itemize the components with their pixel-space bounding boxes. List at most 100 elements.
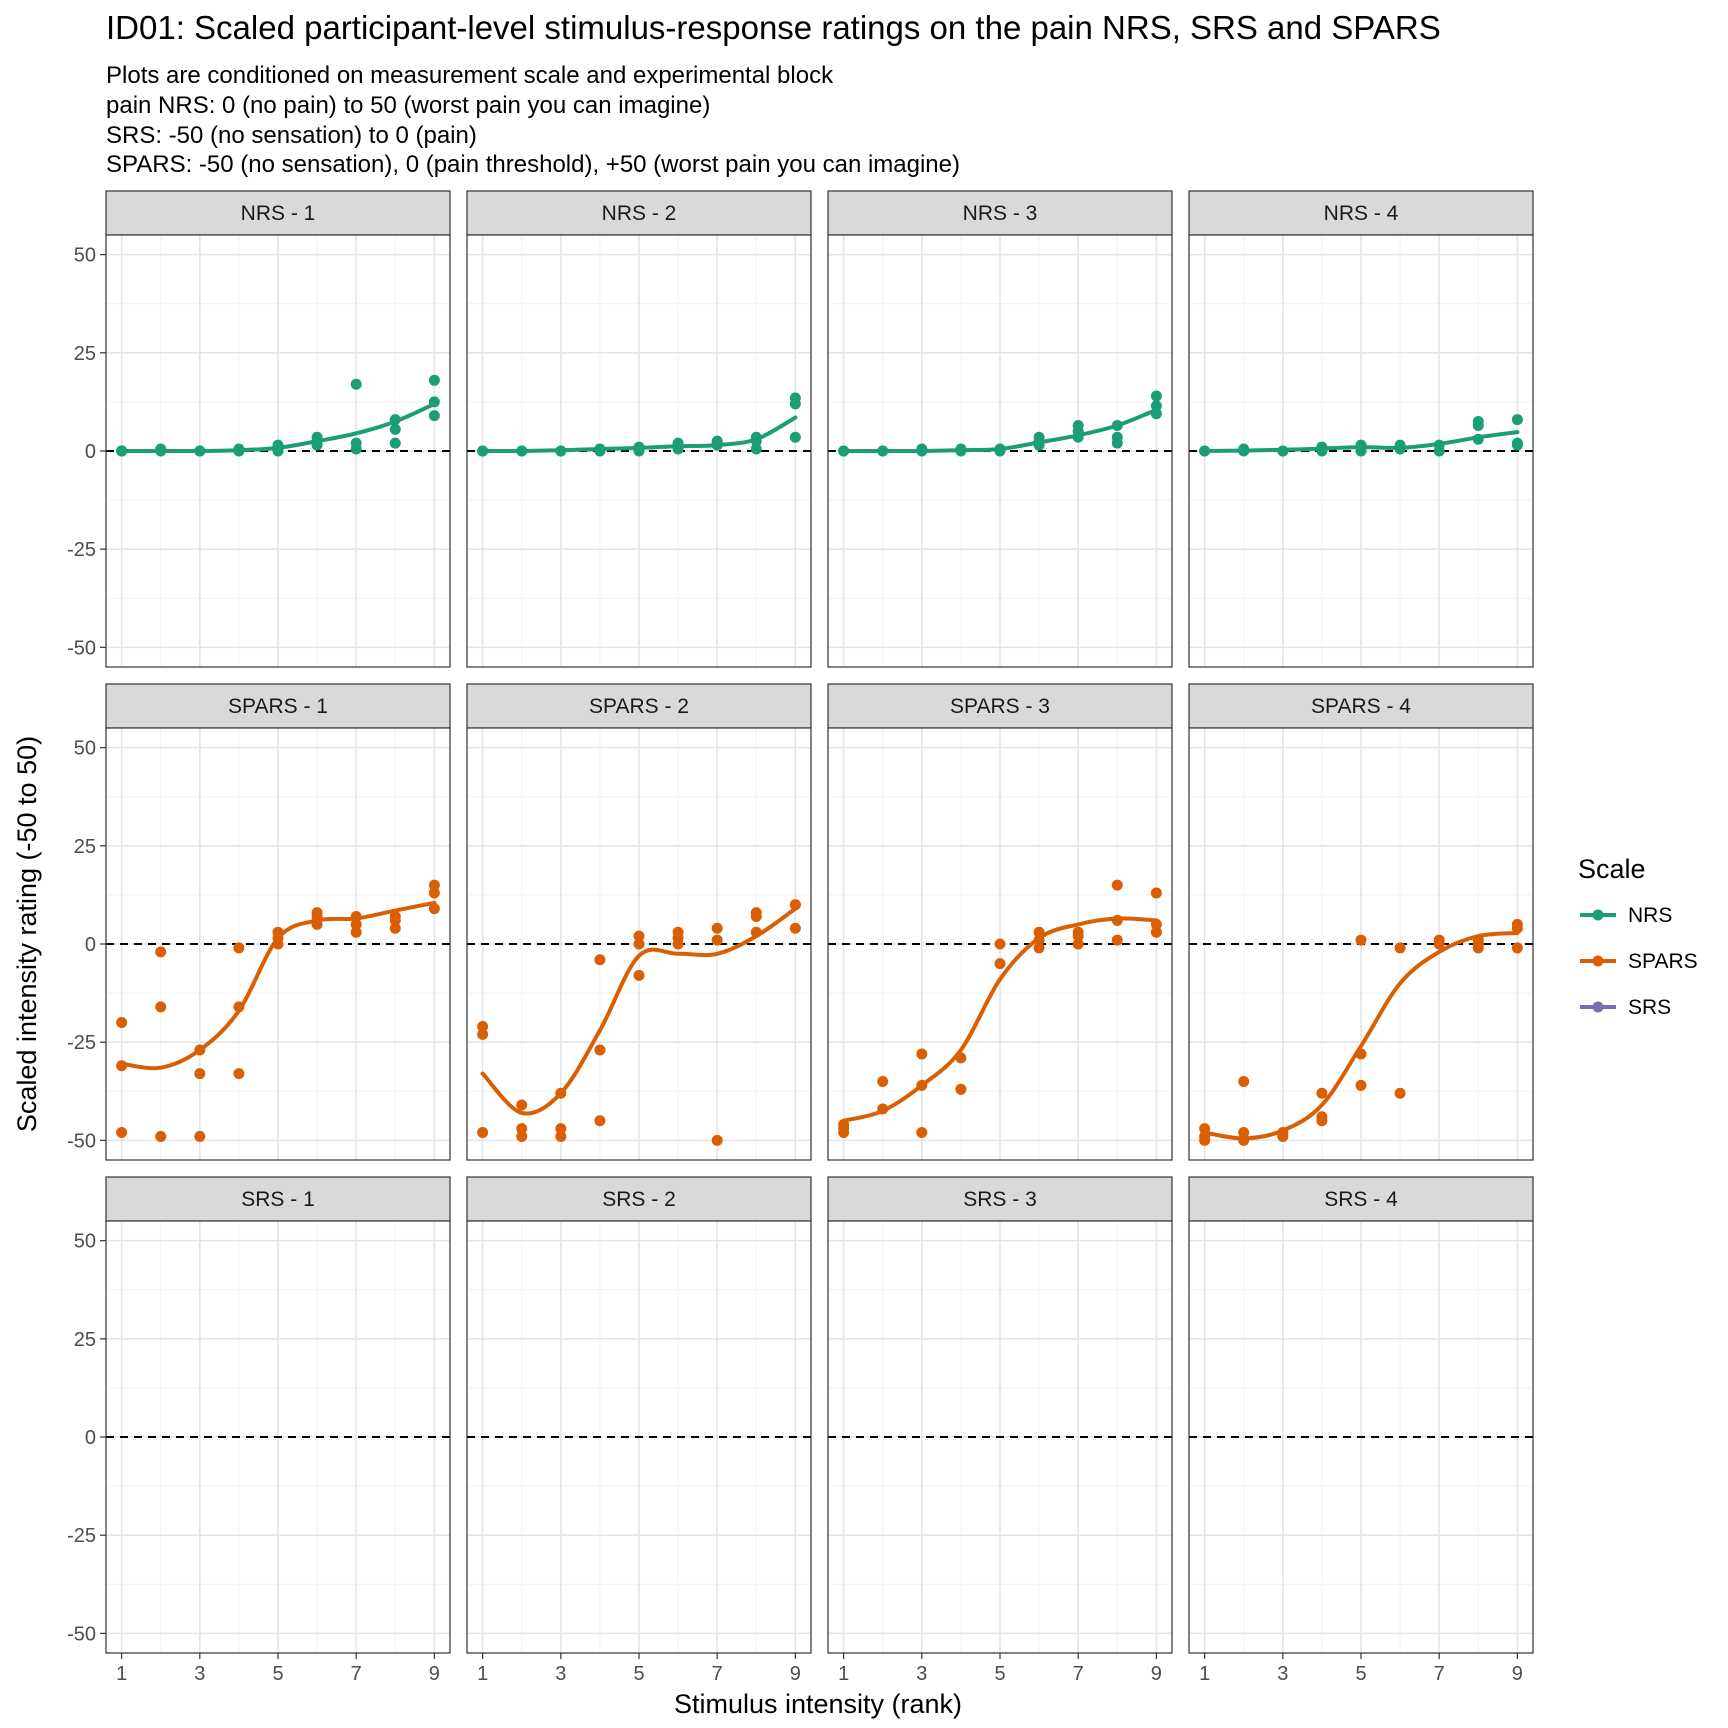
data-point [877,1103,889,1115]
data-point [1150,887,1162,899]
strip-label: NRS - 1 [241,202,316,225]
x-tick-label: 1 [477,1663,488,1685]
data-point [311,431,323,443]
panel-nrs-4: NRS - 4 [1188,190,1534,668]
data-point [955,1052,967,1064]
data-point [1355,934,1367,946]
data-point [116,445,128,457]
x-tick-label: 7 [712,1663,723,1685]
data-point [594,1044,606,1056]
data-point [1111,431,1123,443]
data-point [1111,934,1123,946]
strip-label: SRS - 2 [602,1188,676,1211]
y-tick-label: 0 [85,934,96,956]
y-tick-label: -50 [67,637,96,659]
x-tick-label: 9 [790,1663,801,1685]
data-point [555,1130,567,1142]
panel-border [1188,234,1534,668]
data-point [1033,934,1045,946]
strip-label: SPARS - 4 [1311,695,1411,718]
x-axis-title: Stimulus intensity (rank) [674,1689,962,1719]
data-point [155,946,167,958]
data-point [750,431,762,443]
data-point [116,1060,128,1072]
data-point [194,445,206,457]
data-point [877,445,889,457]
strip-background [1188,190,1534,236]
data-point [555,1087,567,1099]
data-point [155,443,167,455]
data-point [1150,408,1162,420]
data-point [1277,445,1289,457]
y-tick-label: 50 [74,1231,96,1253]
strip-label: SPARS - 3 [950,695,1050,718]
data-point [1150,400,1162,412]
data-point [633,969,645,981]
smooth-curve [841,916,1159,1123]
panel-spars-2: SPARS - 2 [466,683,812,1161]
legend-label: SRS [1628,996,1671,1019]
strip-background [105,1176,451,1222]
data-point [838,445,850,457]
data-point [955,443,967,455]
data-point [1072,938,1084,950]
data-point [116,1017,128,1029]
data-point [516,1130,528,1142]
data-point [1033,431,1045,443]
smooth-curve [1202,931,1520,1141]
data-point [555,1123,567,1135]
chart-title: ID01: Scaled participant-level stimulus-… [106,9,1441,46]
data-point [272,926,284,938]
legend-marker [1592,909,1604,921]
x-tick-label: 3 [916,1663,927,1685]
data-point [1394,942,1406,954]
legend-key-srs: SRS [1580,996,1671,1019]
strip-label: SPARS - 2 [589,695,689,718]
y-tick-label: -50 [67,1130,96,1152]
data-point [1238,1127,1250,1139]
panel-spars-4: SPARS - 4 [1188,683,1534,1161]
data-point [1511,942,1523,954]
strip-label: NRS - 2 [602,202,677,225]
strip-label: SPARS - 1 [228,695,328,718]
x-tick-label: 7 [1073,1663,1084,1685]
data-point [672,926,684,938]
data-point [194,1044,206,1056]
data-point [633,441,645,453]
data-point [555,445,567,457]
data-point [477,1127,489,1139]
x-tick-label: 9 [1151,1663,1162,1685]
strip-background [827,1176,1173,1222]
y-tick-label: 25 [74,836,96,858]
y-tick-label: 25 [74,1329,96,1351]
data-point [389,437,401,449]
data-point [350,911,362,923]
data-point [389,414,401,426]
data-point [428,903,440,915]
x-tick-label: 3 [555,1663,566,1685]
legend-label: SPARS [1628,950,1698,973]
strip-background [466,190,812,236]
panel-srs-2: SRS - 2 1 3 5 7 9 [466,1176,812,1685]
data-point [350,437,362,449]
data-point [116,1127,128,1139]
strip-label: NRS - 4 [1324,202,1399,225]
data-point [155,1130,167,1142]
x-tick-label: 1 [1199,1663,1210,1685]
legend-label: NRS [1628,904,1672,927]
y-tick-label: 25 [74,343,96,365]
x-tick-label: 1 [838,1663,849,1685]
data-point [428,879,440,891]
data-point [233,1001,245,1013]
data-point [428,374,440,386]
data-point [1472,416,1484,428]
x-tick-label: 9 [1512,1663,1523,1685]
y-axis-title: Scaled intensity rating (-50 to 50) [12,736,42,1132]
panel-nrs-1: NRS - 1 -50 -25 0 25 50 [67,190,451,668]
data-point [594,954,606,966]
data-point [350,918,362,930]
data-point [1511,414,1523,426]
x-tick-label: 3 [194,1663,205,1685]
data-point [233,443,245,455]
